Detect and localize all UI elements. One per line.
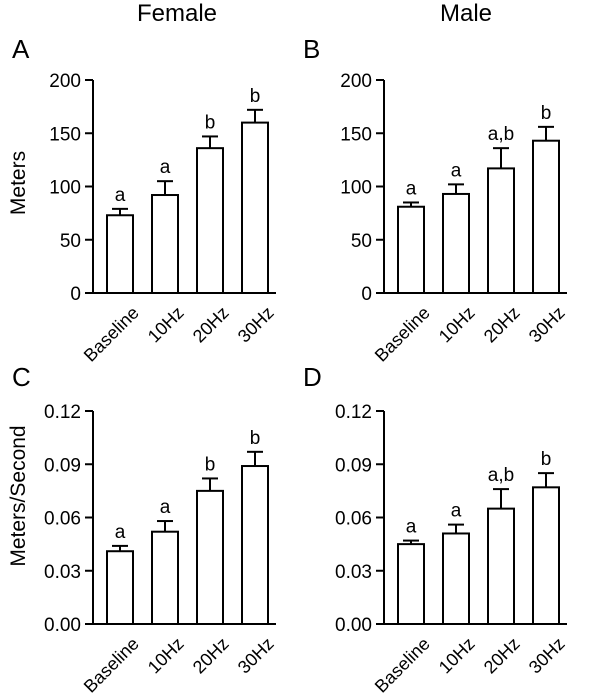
panel-letter-b: B	[303, 34, 321, 64]
panel-d-bar	[532, 486, 560, 626]
panel-b-ytick-label: 0	[361, 284, 372, 305]
panel-d-category-label: Baseline	[371, 634, 434, 697]
panel-c-category-label: 30Hz	[234, 634, 278, 678]
panel-b-significance-label: a	[451, 160, 462, 181]
panel-c-category-label: 10Hz	[144, 634, 188, 678]
panel-c-significance-label: a	[160, 497, 171, 518]
panel-a-bar	[241, 121, 269, 294]
panel-a-bar	[106, 214, 134, 295]
panel-a-category-label: Baseline	[80, 303, 143, 366]
panel-d-bar	[397, 543, 425, 625]
panel-b-ytick-label: 100	[340, 178, 372, 199]
panel-c-ytick-label: 0.03	[44, 562, 81, 583]
panel-d-ytick-label: 0.00	[335, 615, 372, 636]
panel-d-bar	[442, 532, 470, 625]
panel-a-significance-label: a	[115, 185, 126, 206]
column-title-male: Male	[439, 0, 493, 27]
panel-d-significance-label: a	[451, 501, 462, 522]
panel-c-ytick-label: 0.09	[44, 455, 81, 476]
panel-c-bar	[151, 530, 179, 626]
panel-d-bar	[487, 507, 515, 625]
panel-d-ytick-label: 0.09	[335, 455, 372, 476]
panel-b-significance-label: b	[541, 103, 552, 124]
panel-b-significance-label: a,b	[488, 124, 514, 145]
panel-a-category-label: 30Hz	[234, 303, 278, 347]
panel-c-bar	[241, 465, 269, 625]
panel-d-significance-label: a,b	[488, 465, 514, 486]
panel-b-bar	[442, 192, 470, 294]
panel-b-category-label: 10Hz	[435, 303, 479, 347]
panel-letter-a: A	[12, 34, 30, 64]
panel-d-ytick-label: 0.03	[335, 562, 372, 583]
panel-a-ytick-label: 100	[49, 178, 81, 199]
panel-a-significance-label: b	[250, 86, 261, 107]
panel-b-category-label: 20Hz	[480, 303, 524, 347]
panel-d-ytick-label: 0.06	[335, 509, 372, 530]
panel-d-category-label: 10Hz	[435, 634, 479, 678]
panel-a-significance-label: a	[160, 157, 171, 178]
panel-d-category-label: 20Hz	[480, 634, 524, 678]
panel-a-ytick-label: 0	[70, 284, 81, 305]
panel-c-significance-label: a	[115, 522, 126, 543]
panel-a-ytick-label: 50	[60, 231, 81, 252]
panel-d-significance-label: b	[541, 449, 552, 470]
panel-a-category-label: 10Hz	[144, 303, 188, 347]
panel-c-ytick-label: 0.06	[44, 509, 81, 530]
panel-d-category-label: 30Hz	[525, 634, 569, 678]
panel-a-ytick-label: 200	[49, 71, 81, 92]
panel-b-bar	[397, 205, 425, 294]
panel-c-bar	[106, 550, 134, 625]
column-title-female: Female	[136, 0, 218, 27]
panel-b-ytick-label: 150	[340, 124, 372, 145]
panel-a-significance-label: b	[205, 112, 216, 133]
panel-c-category-label: Baseline	[80, 634, 143, 697]
panel-a-bar	[196, 147, 224, 294]
panel-b-bar	[487, 167, 515, 295]
panel-c-ytick-label: 0.00	[44, 615, 81, 636]
panel-c-category-label: 20Hz	[189, 634, 233, 678]
panel-c-significance-label: b	[205, 454, 216, 475]
panel-a-category-label: 20Hz	[189, 303, 233, 347]
panel-b-ytick-label: 200	[340, 71, 372, 92]
panel-letter-c: C	[12, 362, 31, 392]
panel-c-significance-label: b	[250, 428, 261, 449]
panel-letter-d: D	[303, 362, 322, 392]
panel-d-ytick-label: 0.12	[335, 402, 372, 423]
panel-a-bar	[151, 194, 179, 295]
panel-d-significance-label: a	[406, 517, 417, 538]
panel-b-bar	[532, 139, 560, 294]
panel-b-category-label: Baseline	[371, 303, 434, 366]
panel-b-category-label: 30Hz	[525, 303, 569, 347]
panel-b-significance-label: a	[406, 178, 417, 199]
panel-c-ytick-label: 0.12	[44, 402, 81, 423]
panel-b-ytick-label: 50	[351, 231, 372, 252]
panel-a-ytick-label: 150	[49, 124, 81, 145]
panel-c-bar	[196, 489, 224, 625]
